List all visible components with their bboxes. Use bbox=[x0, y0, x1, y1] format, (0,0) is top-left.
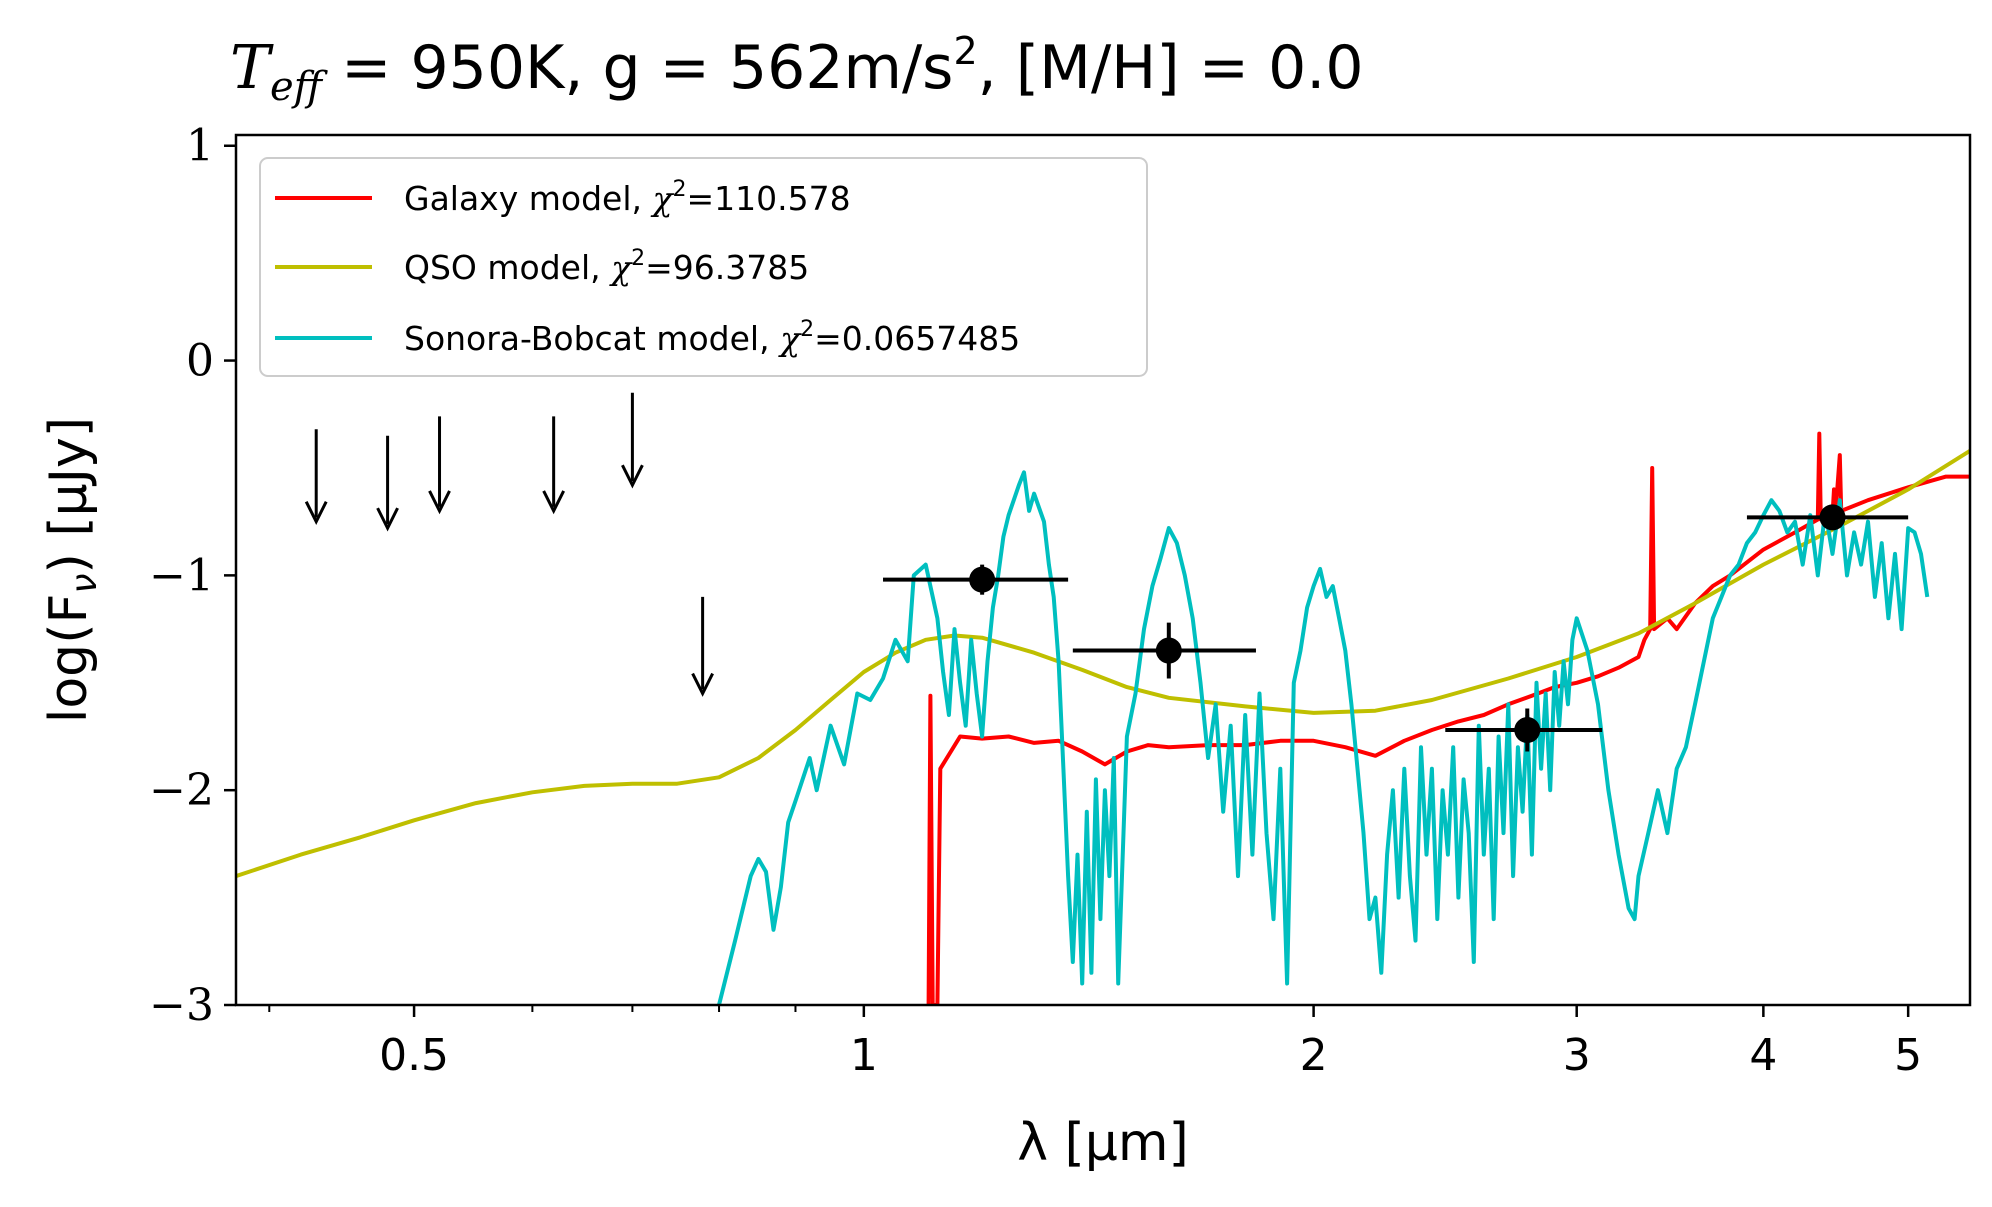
x-tick-label: 1 bbox=[850, 1030, 878, 1081]
y-tick-label: 1 bbox=[186, 121, 214, 172]
upper-limit-arrow bbox=[304, 429, 328, 526]
x-tick-label: 3 bbox=[1563, 1030, 1591, 1081]
legend-box bbox=[259, 157, 1148, 377]
x-tick-label: 4 bbox=[1749, 1030, 1777, 1081]
title-rest-a: = 950K, g = 562m/s bbox=[322, 33, 953, 103]
x-tick-label: 0.5 bbox=[379, 1030, 449, 1081]
chart-title: Teff = 950K, g = 562m/s2, [M/H] = 0.0 bbox=[230, 29, 1364, 110]
legend-chi-value-sonora: =0.0657485 bbox=[814, 319, 1020, 358]
title-rest-b: , [M/H] = 0.0 bbox=[978, 33, 1364, 103]
legend-entry-sonora: Sonora-Bobcat model, χ2=0.0657485 bbox=[275, 317, 1020, 358]
upper-limit-arrow bbox=[428, 416, 451, 515]
legend-label-galaxy: Galaxy model, χ2=110.578 bbox=[404, 177, 851, 218]
title-t-sub: eff bbox=[270, 64, 329, 110]
x-axis-label: λ [μm] bbox=[1017, 1113, 1189, 1173]
legend-chi-symbol-sonora: χ bbox=[778, 319, 802, 358]
legend-label-qso: QSO model, χ2=96.3785 bbox=[404, 246, 809, 287]
legend-chi-sup-galaxy: 2 bbox=[672, 177, 686, 202]
legend-chi-symbol-qso: χ bbox=[609, 248, 633, 287]
photometry-point bbox=[883, 564, 1069, 595]
legend-entry-galaxy: Galaxy model, χ2=110.578 bbox=[275, 177, 851, 218]
legend-chi-sup-sonora: 2 bbox=[800, 317, 814, 342]
marker-layer bbox=[304, 392, 1909, 752]
y-axis-ticks: 1 0 −1 −2 −3 bbox=[149, 121, 236, 1031]
legend: Galaxy model, χ2=110.578 QSO model, χ2=9… bbox=[259, 157, 1148, 377]
y-axis-label-main: log(F bbox=[39, 594, 99, 723]
legend-text-sonora: Sonora-Bobcat model, bbox=[404, 319, 780, 358]
upper-limit-arrow bbox=[621, 392, 644, 489]
upper-limit-arrow bbox=[542, 416, 565, 515]
legend-chi-sup-qso: 2 bbox=[631, 246, 645, 271]
series-line-sonora bbox=[717, 470, 1930, 1005]
series-layer bbox=[236, 431, 1970, 1005]
legend-text-qso: QSO model, bbox=[404, 248, 611, 287]
x-axis-ticks: 0.5 1 2 3 4 5 bbox=[268, 1005, 1922, 1081]
plot-area bbox=[236, 392, 1970, 1005]
y-tick-label: −3 bbox=[149, 980, 214, 1031]
axes-frame bbox=[234, 133, 1972, 1007]
x-tick-label: 5 bbox=[1894, 1030, 1922, 1081]
y-axis-label-tail: ) [μJy] bbox=[39, 417, 99, 574]
y-tick-label: −2 bbox=[149, 765, 214, 816]
legend-chi-value-galaxy: =110.578 bbox=[686, 179, 850, 218]
x-tick-label: 2 bbox=[1300, 1030, 1328, 1081]
legend-label-sonora: Sonora-Bobcat model, χ2=0.0657485 bbox=[404, 317, 1020, 358]
y-axis-label-sub: ν bbox=[64, 574, 105, 594]
legend-chi-symbol-galaxy: χ bbox=[650, 179, 674, 218]
upper-limit-arrow bbox=[691, 596, 714, 697]
legend-entry-qso: QSO model, χ2=96.3785 bbox=[275, 246, 809, 287]
title-sup: 2 bbox=[953, 29, 977, 73]
y-tick-label: −1 bbox=[149, 550, 214, 601]
upper-limit-arrow bbox=[376, 435, 399, 532]
photometry-point bbox=[1445, 708, 1603, 752]
legend-chi-value-qso: =96.3785 bbox=[645, 248, 809, 287]
photometry-point bbox=[1072, 622, 1256, 679]
photometry-point bbox=[1746, 504, 1909, 531]
series-line-qso bbox=[236, 449, 1970, 878]
y-axis-label: log(Fν) [μJy] bbox=[39, 417, 105, 723]
y-tick-label: 0 bbox=[186, 336, 214, 387]
title-t-symbol: T bbox=[230, 33, 274, 103]
legend-text-galaxy: Galaxy model, bbox=[404, 179, 652, 218]
